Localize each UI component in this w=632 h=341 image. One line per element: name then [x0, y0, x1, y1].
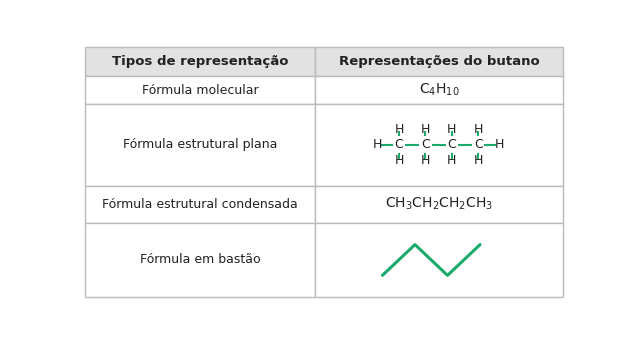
Text: H: H	[473, 154, 483, 167]
Bar	[85, 76, 315, 104]
Text: H: H	[394, 123, 404, 136]
Text: H: H	[447, 154, 456, 167]
Bar	[315, 76, 562, 104]
Text: C: C	[474, 138, 482, 151]
Text: $\mathregular{CH_3CH_2CH_2CH_3}$: $\mathregular{CH_3CH_2CH_2CH_3}$	[385, 196, 493, 212]
Text: Fórmula estrutural condensada: Fórmula estrutural condensada	[102, 198, 298, 211]
Bar	[85, 47, 315, 76]
Bar	[85, 223, 315, 297]
Text: H: H	[473, 123, 483, 136]
Bar	[85, 186, 315, 223]
Bar	[315, 47, 562, 76]
Text: Fórmula em bastão: Fórmula em bastão	[140, 253, 260, 266]
Bar	[85, 104, 315, 186]
Text: H: H	[495, 138, 504, 151]
Text: Fórmula estrutural plana: Fórmula estrutural plana	[123, 138, 277, 151]
Text: H: H	[394, 154, 404, 167]
Text: C: C	[395, 138, 403, 151]
Text: H: H	[447, 123, 456, 136]
Text: $\mathregular{C_4H_{10}}$: $\mathregular{C_4H_{10}}$	[418, 82, 459, 99]
Bar	[315, 186, 562, 223]
Text: Representações do butano: Representações do butano	[339, 55, 539, 68]
Text: H: H	[373, 138, 382, 151]
Text: H: H	[421, 154, 430, 167]
Text: C: C	[421, 138, 430, 151]
Bar	[315, 223, 562, 297]
Text: Fórmula molecular: Fórmula molecular	[142, 84, 258, 97]
Text: C: C	[447, 138, 456, 151]
Bar	[315, 104, 562, 186]
Text: Tipos de representação: Tipos de representação	[112, 55, 289, 68]
Text: H: H	[421, 123, 430, 136]
